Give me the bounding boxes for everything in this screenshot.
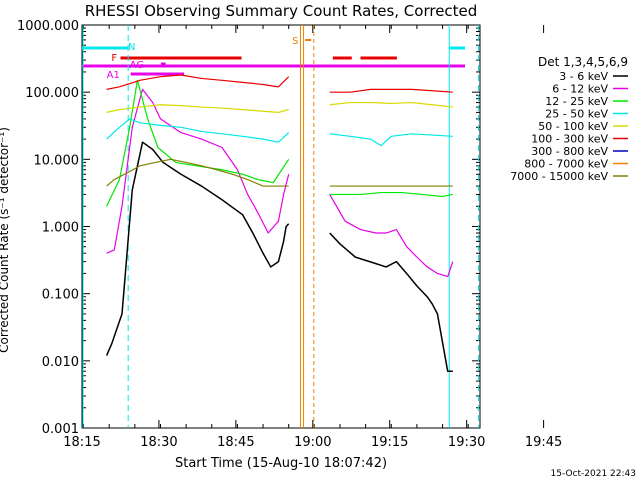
flag-labels: N S F AG A1 <box>107 36 299 81</box>
plot-background <box>81 24 481 429</box>
x-tick-label: 18:30 <box>140 435 177 450</box>
series-line-50-100-kev <box>329 101 453 108</box>
x-tick-label: 18:15 <box>63 435 100 450</box>
series-line-3-6-kev <box>329 232 453 372</box>
flag-label-n: N <box>128 42 135 53</box>
x-tick-label: 19:00 <box>294 435 331 450</box>
series-line-25-50-kev <box>106 118 290 143</box>
x-tick-label: 18:45 <box>217 435 254 450</box>
x-tick-label: 19:45 <box>525 435 562 450</box>
flag-bars <box>82 25 479 428</box>
flag-label-f: F <box>111 53 117 64</box>
legend-label-6-12-kev: 6 - 12 keV <box>552 83 608 96</box>
y-tick-label: 1000.000 <box>17 19 79 34</box>
legend-label-300-800-kev: 300 - 800 keV <box>531 145 608 158</box>
y-tick-label: 0.100 <box>42 288 79 303</box>
series-line-6-12-kev <box>106 88 290 254</box>
flag-label-a1: A1 <box>107 70 120 81</box>
series-line-12-25-kev <box>329 191 453 198</box>
timestamp: 15-Oct-2021 22:43 <box>551 469 636 479</box>
series-lines <box>105 74 454 372</box>
series-line-7000-15000-kev <box>106 158 289 187</box>
legend-label-50-100-kev: 50 - 100 keV <box>538 120 608 133</box>
y-tick-label: 100.000 <box>25 86 79 101</box>
x-tick-label: 19:15 <box>371 435 408 450</box>
flag-label-s: S <box>292 36 298 47</box>
y-tick-label: 10.000 <box>34 153 80 168</box>
x-tick-label: 19:30 <box>448 435 485 450</box>
series-line-25-50-kev <box>329 133 453 147</box>
x-ticks: 18:15 18:30 18:45 19:00 19:15 19:30 19:45 <box>63 25 562 450</box>
series-line-100-300-kev <box>329 88 453 93</box>
legend-label-12-25-kev: 12 - 25 keV <box>545 95 608 108</box>
chart-title: RHESSI Observing Summary Count Rates, Co… <box>85 2 478 20</box>
legend-label-25-50-kev: 25 - 50 keV <box>545 108 608 121</box>
y-axis-label: Corrected Count Rate (s⁻¹ detector⁻¹) <box>0 127 11 353</box>
x-axis-label: Start Time (15-Aug-10 18:07:42) <box>175 456 387 471</box>
series-line-6-12-kev <box>329 194 454 278</box>
legend-label-3-6-kev: 3 - 6 keV <box>559 70 608 83</box>
plot-frame <box>81 24 481 429</box>
series-line-100-300-kev <box>106 74 290 90</box>
series-line-3-6-kev <box>105 141 290 356</box>
y-tick-label: 1.000 <box>42 221 79 236</box>
y-tick-label: 0.001 <box>42 422 79 437</box>
legend-label-100-300-kev: 100 - 300 keV <box>531 133 608 146</box>
legend-title: Det 1,3,4,5,6,9 <box>538 55 628 69</box>
series-line-12-25-kev <box>106 79 290 207</box>
legend-label-800-7000-kev: 800 - 7000 keV <box>524 158 608 171</box>
series-line-50-100-kev <box>106 104 289 113</box>
legend-label-7000-15000-kev: 7000 - 15000 keV <box>510 170 608 183</box>
y-tick-label: 0.010 <box>42 355 79 370</box>
flag-label-ag: AG <box>130 60 144 71</box>
